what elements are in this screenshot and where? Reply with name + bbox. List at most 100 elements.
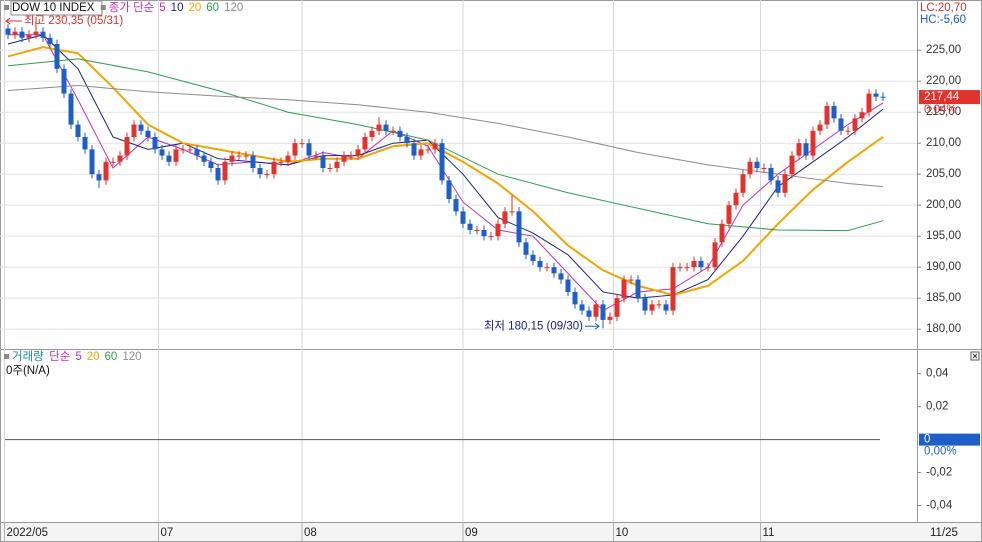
candle-body: [89, 149, 95, 175]
candle-body: [698, 260, 704, 268]
candle-body: [12, 31, 18, 35]
low-note: 최저 180,15 (09/30): [484, 319, 583, 332]
low-arrow: [585, 322, 600, 330]
candle-body: [642, 298, 648, 311]
candle-body: [166, 155, 172, 162]
candle-body: [467, 223, 473, 230]
candle-body: [796, 143, 802, 156]
candle-body: [775, 180, 781, 193]
y-tick-label: 180,00: [926, 323, 961, 335]
candle-body: [404, 136, 410, 144]
legend-entry: 20: [188, 2, 201, 14]
candle-body: [250, 155, 256, 168]
legend-entry: 10: [171, 2, 184, 14]
candle-body: [453, 198, 459, 212]
candle-body: [810, 130, 816, 156]
candle-body: [824, 106, 830, 125]
candle-body: [299, 143, 305, 145]
candle-body: [852, 118, 858, 131]
candle-body: [264, 174, 270, 176]
candle-body: [523, 242, 529, 255]
candle-body: [502, 211, 508, 224]
candle-body: [124, 136, 130, 156]
change-label: 0,04%: [924, 104, 957, 116]
candle-body: [334, 161, 340, 168]
candle-body: [831, 106, 837, 119]
candle-body: [362, 136, 368, 150]
candle-body: [509, 211, 515, 213]
candle-body: [117, 155, 123, 162]
candle-body: [726, 205, 732, 224]
candle-body: [369, 130, 375, 137]
candle-body: [222, 161, 228, 181]
legend-entry: 60: [105, 351, 118, 363]
candle-body: [873, 93, 879, 97]
candle-body: [271, 161, 277, 175]
moving-average-line: [7, 58, 884, 232]
candle-body: [103, 161, 109, 181]
legend-icon: [4, 354, 9, 359]
y-tick-label: 200,00: [926, 199, 961, 211]
candle-body: [26, 34, 32, 38]
y-tick-label: 210,00: [926, 137, 961, 149]
y-tick-label: 185,00: [926, 292, 961, 304]
y-tick-label: 195,00: [926, 230, 961, 242]
candle-body: [33, 31, 39, 35]
moving-average-line: [7, 46, 884, 297]
ma-label: 종가 단순: [109, 1, 155, 14]
candle-body: [159, 149, 165, 156]
candle-body: [313, 155, 319, 157]
last-price-label: 217,44: [924, 91, 960, 103]
candle-body: [138, 124, 144, 131]
candle-body: [586, 310, 592, 317]
close-icon[interactable]: [972, 353, 978, 359]
candle-body: [481, 229, 487, 237]
candle-body: [649, 304, 655, 311]
legend-entry: 120: [122, 351, 141, 363]
candle-body: [376, 124, 382, 131]
y-tick-label: 0,04: [926, 368, 949, 380]
high-arrow: [5, 17, 22, 25]
candle-body: [768, 167, 774, 181]
candle-body: [572, 291, 578, 305]
candle-body: [327, 167, 333, 169]
candle-body: [61, 68, 67, 94]
candle-body: [82, 136, 88, 150]
candle-body: [880, 96, 886, 98]
end-date-label: 11/25: [930, 527, 958, 539]
candle-body: [383, 124, 389, 131]
candle-body: [551, 267, 557, 274]
candle-body: [691, 260, 697, 268]
candle-body: [579, 304, 585, 311]
y-tick-label: 215,00: [926, 106, 961, 118]
candle-body: [803, 143, 809, 156]
candle-body: [96, 174, 102, 181]
candle-body: [460, 211, 466, 224]
time-label: 10: [616, 527, 629, 539]
candle-body: [47, 37, 53, 45]
volume-change-label: 0,00%: [924, 446, 957, 458]
close-button[interactable]: [970, 351, 980, 361]
candle-body: [628, 279, 634, 281]
legend-entry: 5: [75, 351, 81, 363]
candle-body: [747, 161, 753, 175]
candle-body: [789, 155, 795, 175]
volume-value-box: [919, 433, 980, 446]
candle-body: [565, 279, 571, 292]
candle-body: [257, 167, 263, 175]
candle-body: [152, 136, 158, 150]
candle-body: [530, 254, 536, 261]
candle-body: [621, 279, 627, 299]
legend-entry: 60: [206, 2, 219, 14]
last-price-box: [919, 90, 980, 105]
candle-body: [320, 155, 326, 168]
candle-body: [54, 44, 60, 69]
candle-body: [348, 155, 354, 157]
candle-body: [110, 161, 116, 163]
candle-body: [411, 143, 417, 156]
candle-body: [229, 155, 235, 162]
candle-body: [719, 223, 725, 243]
candle-body: [593, 304, 599, 317]
